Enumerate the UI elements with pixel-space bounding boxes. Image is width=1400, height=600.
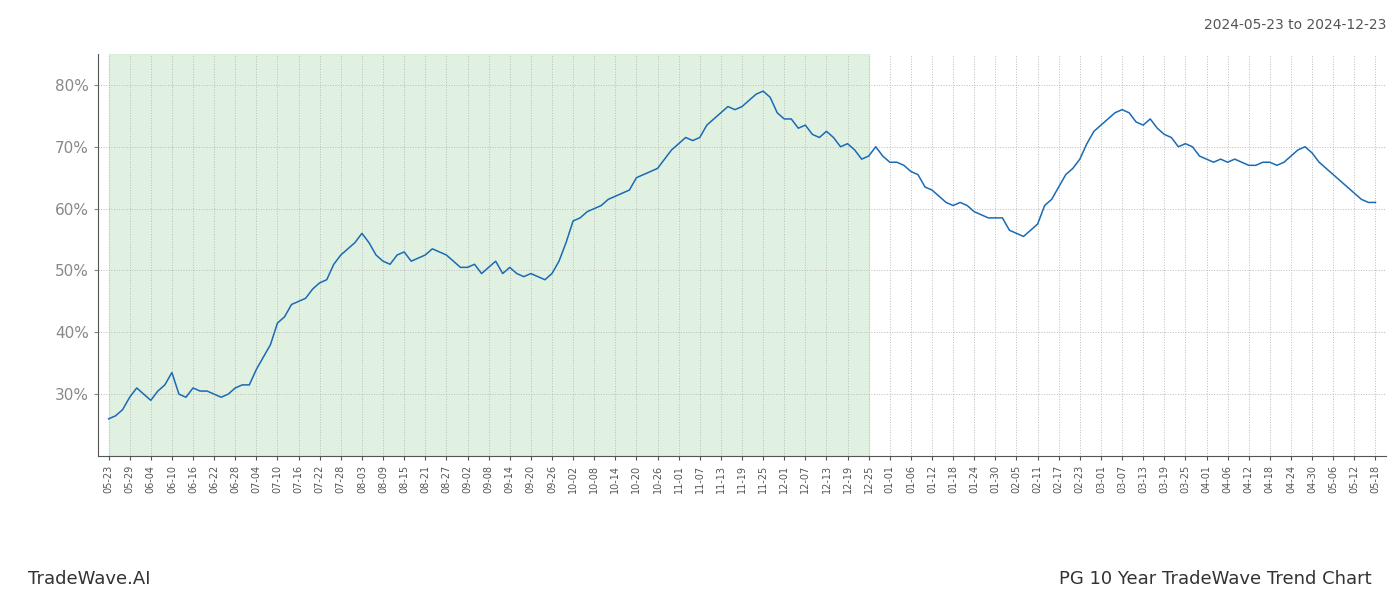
Bar [109, 54, 868, 456]
Text: PG 10 Year TradeWave Trend Chart: PG 10 Year TradeWave Trend Chart [1060, 570, 1372, 588]
Text: 2024-05-23 to 2024-12-23: 2024-05-23 to 2024-12-23 [1204, 18, 1386, 32]
Text: TradeWave.AI: TradeWave.AI [28, 570, 151, 588]
